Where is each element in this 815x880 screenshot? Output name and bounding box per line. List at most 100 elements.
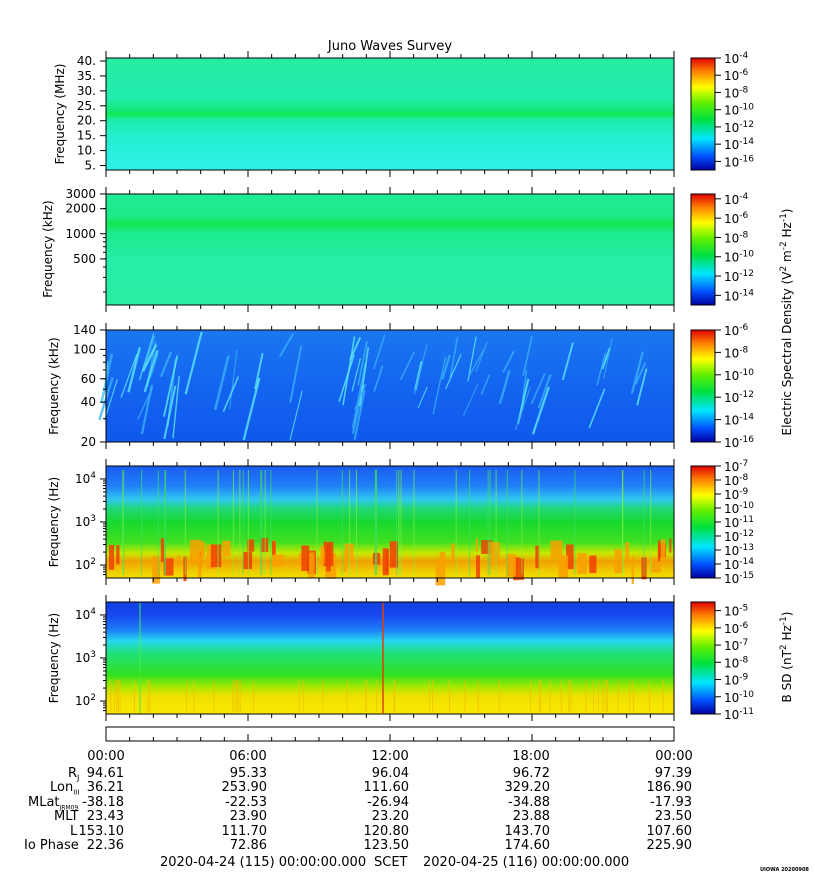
emission-burst (299, 553, 303, 567)
emission-streak (630, 351, 644, 394)
ephemeris-value: 107.60 (646, 824, 693, 839)
y-tick-label: 3000 (65, 187, 96, 201)
emission-streak (588, 388, 606, 429)
ephem-label-rj: RJ (68, 766, 80, 783)
panel-1-x-ticks (105, 51, 675, 177)
ephemeris-value: 225.90 (646, 838, 693, 853)
time-tick-4: 00:00 (655, 749, 693, 764)
panel-5-y-ticks: 102 103 104 (75, 607, 106, 712)
emission-streak (514, 387, 531, 431)
chart-title: Juno Waves Survey (327, 39, 453, 54)
colorbar-tick-label: 10-12 (724, 269, 754, 284)
emission-streak (127, 347, 141, 393)
emission-streak (530, 373, 546, 404)
emission-burst (260, 538, 269, 553)
emission-burst (658, 540, 661, 562)
emission-burst (272, 554, 284, 567)
ephemeris-value: 95.33 (229, 766, 267, 781)
emission-burst (389, 541, 399, 568)
colorbar-tick-label: 10-9 (724, 487, 749, 502)
colorbar-tick-label: 10-7 (724, 459, 748, 474)
y-tick-label: 140 (73, 323, 96, 337)
ephem-label-mlt: MLT (54, 809, 79, 824)
emission-streak (537, 374, 552, 409)
emission-streak (163, 385, 177, 440)
ephemeris-value: 123.50 (363, 838, 410, 853)
emission-streak (634, 362, 647, 386)
ephemeris-value: 94.61 (86, 766, 124, 781)
emission-streak (242, 377, 261, 441)
emission-burst (660, 539, 666, 564)
y-tick-label: 104 (75, 471, 96, 486)
panel-4-emission-bursts (109, 470, 672, 586)
emission-streak (143, 349, 159, 393)
footer-scet-label: SCET (374, 855, 408, 870)
emission-streak (120, 353, 138, 398)
panel-5-spectrogram (106, 602, 674, 714)
panel-1-colorbar-ticks: 10-4 10-6 10-8 10-10 10-12 10-14 10-16 (715, 51, 754, 169)
emission-streak (498, 370, 511, 405)
emission-burst (513, 557, 520, 581)
emission-streak (601, 347, 611, 370)
ephemeris-value: 23.20 (371, 809, 409, 824)
magnetic-colorbar-label: B SD (nT2 Hz-1) (779, 612, 794, 703)
colorbar-tick-label: 10-14 (724, 288, 754, 303)
colorbar-tick-label: 10-14 (724, 137, 754, 152)
emission-burst (506, 554, 516, 577)
emission-streak (475, 341, 488, 373)
emission-streak (354, 383, 367, 410)
emission-streak (338, 354, 355, 402)
panel-1-ylabel: Frequency (MHz) (53, 64, 67, 165)
colorbar-tick-label: 10-8 (724, 473, 749, 488)
ephemeris-value: -26.94 (367, 795, 409, 810)
emission-streak (159, 351, 173, 378)
panel-4-x-ticks (105, 459, 675, 585)
emission-streak (141, 344, 158, 372)
colorbar-tick-label: 10-8 (724, 345, 749, 360)
emission-burst (475, 538, 478, 552)
colorbar-tick-label: 10-8 (724, 655, 749, 670)
emission-streak (163, 355, 179, 417)
ephem-label-l: L (70, 824, 78, 839)
emission-streak (342, 336, 356, 406)
time-tick-1: 06:00 (229, 749, 267, 764)
panel-3-y-ticks: 20 40 60 100 140 (73, 323, 106, 449)
ephemeris-value: 111.60 (363, 780, 410, 795)
ephemeris-value: 174.60 (504, 838, 551, 853)
emission-burst (272, 541, 276, 557)
colorbar-tick-label: 10-14 (724, 557, 754, 572)
panel-3-colorbar (690, 329, 716, 443)
time-tick-3: 18:00 (512, 749, 550, 764)
emission-burst (435, 559, 446, 586)
panel-2-ylabel: Frequency (kHz) (41, 200, 55, 297)
colorbar-tick-label: 10-12 (724, 390, 754, 405)
colorbar-tick-label: 10-10 (724, 103, 754, 118)
panel-4-ylabel: Frequency (Hz) (47, 477, 61, 568)
ephemeris-value: 23.50 (654, 809, 692, 824)
panel-4-colorbar-ticks: 10-710-810-910-1010-1110-1210-1310-1410-… (715, 459, 754, 586)
colorbar-tick-label: 10-8 (724, 85, 749, 100)
ephemeris-value: 253.90 (221, 780, 268, 795)
emission-streak (103, 379, 118, 421)
y-tick-label: 103 (75, 650, 96, 665)
footer-end-time: 2020-04-25 (116) 00:00:00.000 (423, 855, 630, 870)
y-tick-label: 103 (75, 514, 96, 529)
emission-streak (101, 361, 109, 405)
emission-streak (144, 335, 156, 366)
colorbar-tick-label: 10-11 (724, 515, 754, 530)
footer-credit: UIOWA 20200908 (760, 867, 809, 873)
ephemeris-value: -17.93 (650, 795, 692, 810)
emission-burst (198, 555, 202, 579)
emission-streak (445, 353, 462, 390)
time-axis-ticks (105, 734, 675, 741)
emission-streak (636, 368, 648, 406)
panel-2-colorbar (690, 193, 716, 306)
colorbar-tick-label: 10-10 (724, 501, 754, 516)
emission-burst (535, 545, 540, 569)
emission-burst (109, 544, 115, 570)
panel-4-colorbar (690, 465, 716, 579)
emission-burst (476, 555, 480, 579)
